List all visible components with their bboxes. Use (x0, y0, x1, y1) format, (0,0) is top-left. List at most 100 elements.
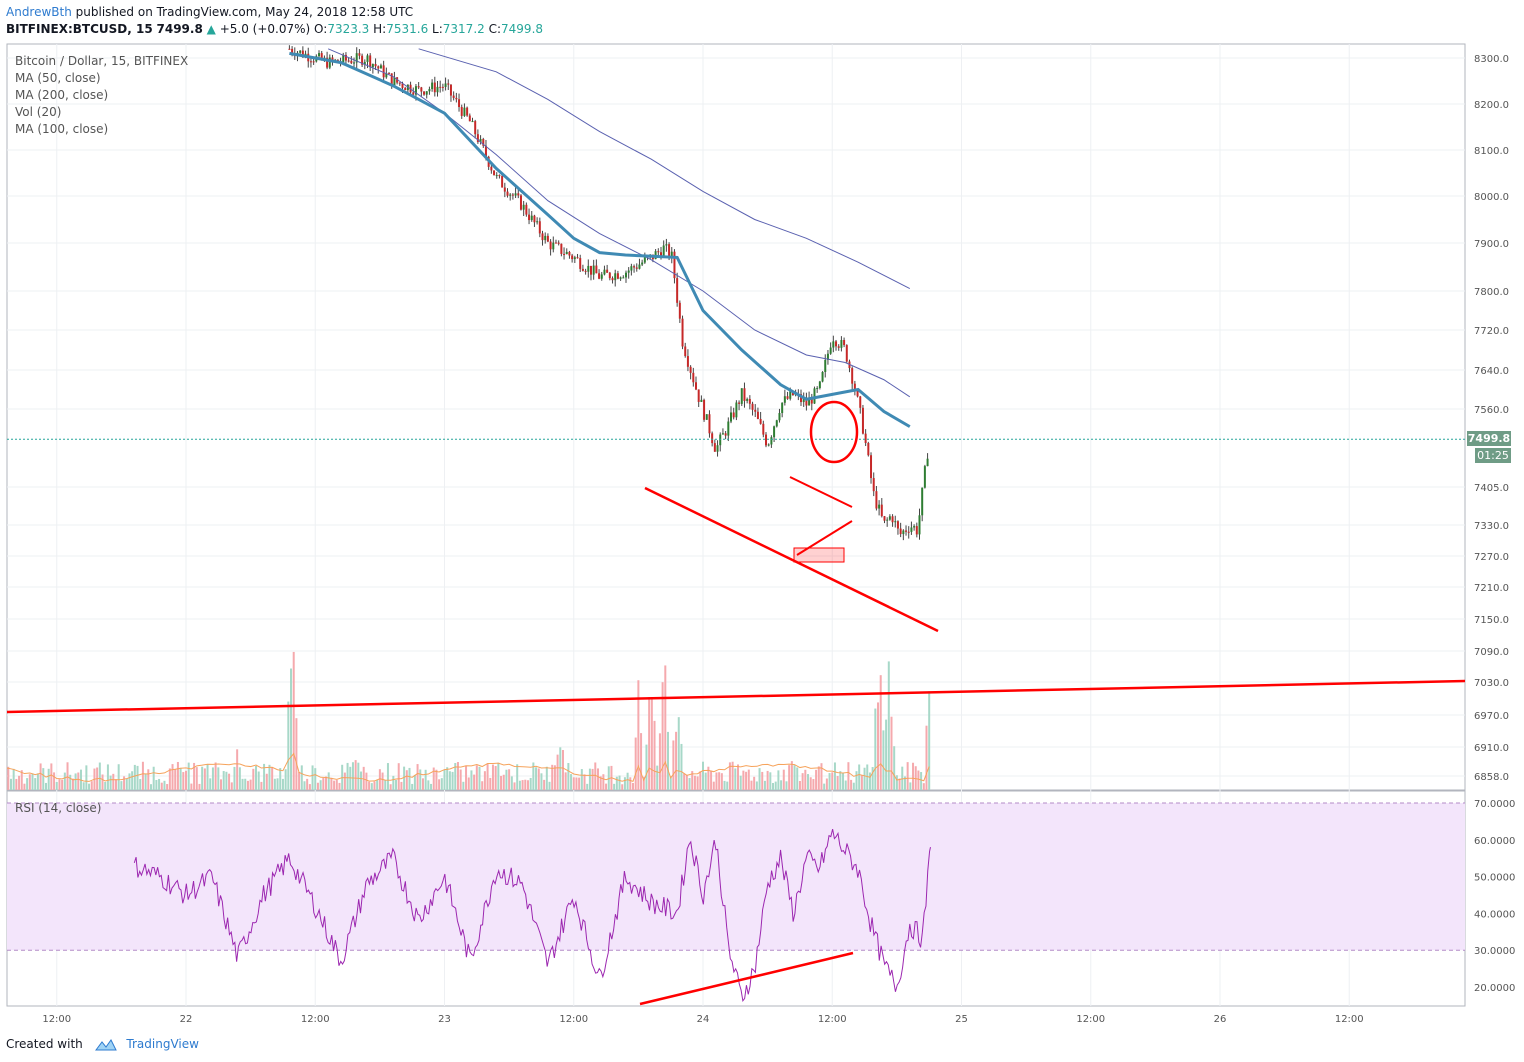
legend-ma50[interactable]: MA (50, close) (15, 71, 101, 85)
candle-body-39 (393, 77, 396, 86)
price-tick-10: 7330.0 (1474, 521, 1509, 532)
volume-bar-227 (602, 774, 605, 790)
candle-body-113 (592, 265, 595, 275)
candle-body-234 (918, 515, 921, 535)
volume-bar-195 (516, 764, 519, 790)
time-tick-7: 25 (955, 1014, 968, 1025)
tradingview-link[interactable]: TradingView (126, 1037, 199, 1051)
volume-bar-13 (26, 778, 29, 790)
candle-body-181 (775, 420, 778, 427)
volume-bar-224 (594, 762, 597, 790)
volume-bar-178 (470, 770, 473, 790)
up-arrow-icon: ▲ (206, 22, 216, 36)
volume-bar-156 (411, 783, 414, 790)
candle-body-35 (382, 65, 385, 78)
volume-bar-7 (9, 778, 12, 790)
volume-bar-266 (707, 766, 710, 790)
volume-bar-152 (400, 781, 403, 790)
volume-bar-308 (820, 763, 823, 790)
volume-bar-84 (217, 767, 220, 790)
volume-bar-73 (187, 762, 190, 790)
volume-bar-343 (914, 766, 917, 790)
time-tick-10: 12:00 (1335, 1014, 1364, 1025)
price-axis[interactable]: 8300.0 8200.0 8100.0 8000.0 7900.0 7800.0 7720… (1474, 54, 1509, 783)
volume-bar-236 (626, 772, 629, 790)
volume-bar-202 (535, 767, 538, 790)
footer: Created with TradingView (6, 1037, 199, 1052)
volume-bar-57 (144, 773, 147, 790)
price-chart[interactable]: 8300.0 8200.0 8100.0 8000.0 7900.0 7800.0 7720… (0, 0, 1524, 1030)
author-link[interactable]: AndrewBth (6, 5, 72, 19)
candle-body-16 (331, 57, 334, 61)
candle-body-43 (404, 87, 407, 91)
legend-ma100[interactable]: MA (100, close) (15, 122, 108, 136)
volume-bar-229 (607, 766, 610, 790)
volume-bar-166 (438, 779, 441, 790)
time-axis[interactable]: 12:00 22 12:00 23 12:00 24 12:00 25 12:00 26 12:00 (42, 1014, 1363, 1025)
ma50-line (289, 51, 911, 428)
volume-bar-32 (77, 772, 80, 790)
volume-bar-185 (489, 777, 492, 790)
rsi-tick-1: 60.0000 (1474, 836, 1515, 847)
volume-bar-80 (206, 764, 209, 790)
volume-bar-175 (462, 781, 465, 790)
price-badge: 7499.8 01:25 (1467, 431, 1511, 463)
volume-bar-35 (85, 765, 88, 790)
volume-bar-160 (421, 778, 424, 790)
close-label: C: (488, 22, 502, 36)
highlight-circle (809, 400, 859, 464)
volume-bar-167 (440, 778, 443, 790)
channel-upper (789, 476, 853, 508)
candle-body-221 (883, 516, 886, 521)
volume-bar-201 (532, 762, 535, 790)
candle-body-23 (350, 60, 353, 64)
volume-bar-120 (314, 768, 317, 790)
volume-bar-154 (405, 770, 408, 790)
volume-bar-220 (583, 774, 586, 790)
volume-bar-173 (456, 762, 459, 790)
rsi-band (7, 803, 1465, 951)
candle-body-77 (495, 175, 498, 177)
volume-bar-52 (131, 771, 134, 790)
volume-bar-344 (917, 770, 920, 790)
candle-body-112 (589, 265, 592, 275)
volume-bar-133 (349, 766, 352, 790)
candle-body-97 (549, 241, 552, 250)
price-tick-5: 7800.0 (1474, 287, 1509, 298)
volume-bar-115 (300, 765, 303, 790)
volume-bar-139 (365, 772, 368, 790)
volume-bar-225 (596, 768, 599, 790)
candle-body-25 (355, 53, 358, 63)
volume-bar-200 (529, 777, 532, 790)
trendline-drawings[interactable] (6, 400, 1466, 1006)
volume-bar-41 (101, 774, 104, 790)
candle-body-30 (369, 55, 372, 68)
candle-body-28 (363, 61, 366, 65)
volume-bar-325 (866, 764, 869, 790)
volume-bar-287 (763, 780, 766, 790)
volume-bar-26 (61, 779, 64, 790)
volume-bar-271 (720, 773, 723, 790)
rsi-legend[interactable]: RSI (14, close) (15, 801, 101, 815)
volume-bar-198 (524, 779, 527, 790)
volume-bar-193 (510, 776, 513, 790)
volume-bar-241 (640, 733, 643, 790)
volume-bar-334 (890, 716, 893, 790)
volume-bar-111 (290, 668, 293, 790)
candle-body-126 (627, 270, 630, 273)
volume-bar-317 (844, 780, 847, 790)
volume-bar-79 (203, 768, 206, 790)
volume-bar-101 (263, 763, 266, 790)
lower-trendline (644, 486, 939, 633)
legend-vol[interactable]: Vol (20) (15, 105, 61, 119)
volume-bar-331 (882, 730, 885, 790)
volume-bar-137 (360, 771, 363, 790)
legend-ma200[interactable]: MA (200, close) (15, 88, 108, 102)
volume-bar-321 (855, 771, 858, 790)
volume-bar-9 (15, 778, 18, 790)
candle-body-87 (522, 204, 525, 210)
candle-body-119 (608, 272, 611, 279)
candle-body-1 (291, 48, 294, 54)
volume-bar-105 (273, 778, 276, 790)
volume-bar-83 (214, 762, 217, 790)
